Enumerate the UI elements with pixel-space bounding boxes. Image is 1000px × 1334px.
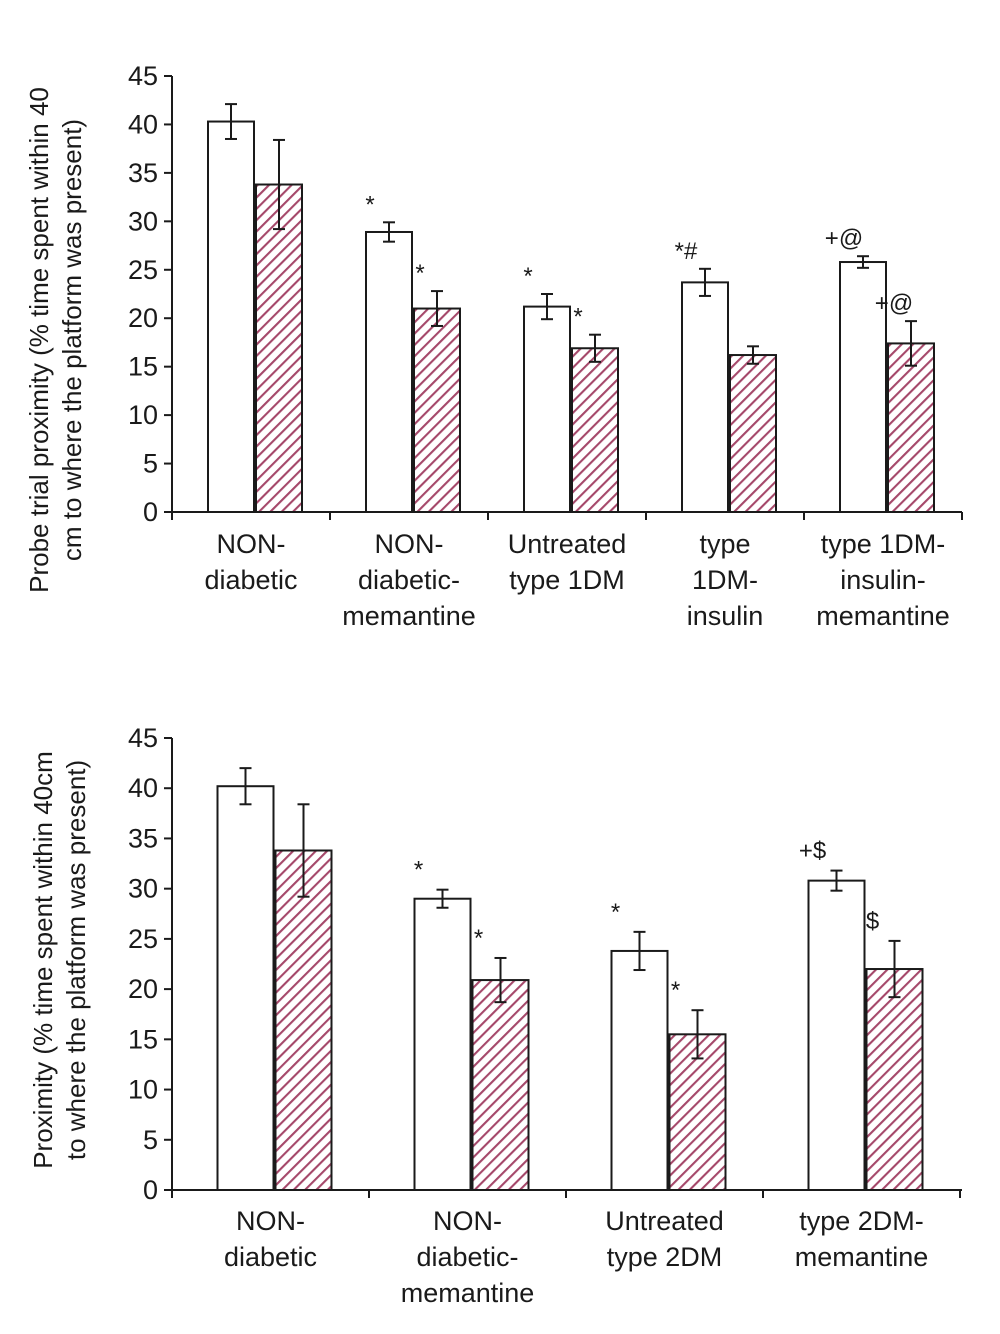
- y-tick-label: 30: [128, 874, 158, 904]
- x-category-label-line: type: [699, 529, 750, 559]
- x-category-label-line: 1DM-: [692, 565, 758, 595]
- x-category-label-line: insulin-: [840, 565, 926, 595]
- y-axis-title: Proximity (% time spent within 40cm to wh…: [28, 751, 91, 1169]
- x-category-label-line: memantine: [401, 1278, 535, 1308]
- y-axis-title-line: Proximity (% time spent within 40cm: [28, 751, 58, 1169]
- significance-marker: *: [611, 899, 620, 926]
- x-category-label-line: diabetic-: [358, 565, 460, 595]
- bar-open: [807, 879, 866, 1191]
- chart-top-panel: 0 5 10 15 20 25 30 35 40 45 Probe trial proximity …: [24, 61, 963, 631]
- y-tick-label: 5: [143, 449, 158, 479]
- significance-marker: $: [866, 908, 879, 935]
- bar-open: [681, 281, 729, 513]
- x-category-label: NON-diabetic: [204, 529, 297, 595]
- x-category-label-line: type 2DM: [607, 1242, 723, 1272]
- bar-open: [216, 785, 275, 1191]
- x-category-label: Untreated type 1DM: [508, 529, 627, 595]
- x-category-label-line: insulin: [687, 601, 764, 631]
- y-tick-label: 30: [128, 206, 158, 236]
- significance-marker: *: [573, 304, 582, 331]
- x-category-label-line: Untreated: [605, 1206, 724, 1236]
- bar-hatched: [255, 183, 303, 513]
- x-category-label: NON-diabetic-memantine: [342, 529, 476, 631]
- significance-marker: *: [415, 260, 424, 287]
- x-category-label-line: NON-: [375, 529, 444, 559]
- x-category-label-line: type 1DM: [509, 565, 625, 595]
- x-category-label-line: Untreated: [508, 529, 627, 559]
- bar-open: [365, 230, 413, 513]
- x-category-label-line: NON-: [217, 529, 286, 559]
- x-category-label-line: memantine: [795, 1242, 929, 1272]
- y-axis-title-line: to where the platform was present): [61, 760, 91, 1160]
- y-tick-label: 5: [143, 1125, 158, 1155]
- bar-hatched: [471, 979, 530, 1191]
- y-tick-label: 15: [128, 352, 158, 382]
- bar-hatched: [668, 1033, 727, 1192]
- significance-marker: *: [414, 857, 423, 884]
- x-category-label-line: memantine: [342, 601, 476, 631]
- x-category-label-line: diabetic: [224, 1242, 317, 1272]
- x-category-label: type 1DM-insulin-memantine: [816, 529, 950, 631]
- y-tick-label: 10: [128, 400, 158, 430]
- y-tick-label: 35: [128, 823, 158, 853]
- x-category-label-line: memantine: [816, 601, 950, 631]
- bar-hatched: [729, 354, 777, 514]
- x-category-label: Untreated type 2DM: [605, 1206, 724, 1272]
- y-tick-label: 15: [128, 1024, 158, 1054]
- y-tick-label: 40: [128, 109, 158, 139]
- bar-hatched: [887, 342, 935, 513]
- significance-marker: *: [365, 191, 374, 218]
- significance-marker: +@: [825, 225, 863, 252]
- x-category-label-line: diabetic-: [416, 1242, 518, 1272]
- chart-bottom-panel: 0 5 10 15 20 25 30 35 40 45 Proximity (% time spen…: [28, 723, 962, 1308]
- bar-hatched: [274, 849, 333, 1192]
- x-category-label-line: NON-: [433, 1206, 502, 1236]
- bar-open: [523, 305, 571, 513]
- x-category-label: NON-diabetic-memantine: [401, 1206, 535, 1308]
- bar-hatched: [865, 968, 924, 1191]
- y-axis-title: Probe trial proximity (% time spent with…: [24, 87, 87, 593]
- y-tick-label: 25: [128, 924, 158, 954]
- y-tick-label: 25: [128, 255, 158, 285]
- significance-marker: *: [671, 977, 680, 1004]
- y-tick-label: 0: [143, 1175, 158, 1205]
- bar-hatched: [571, 347, 619, 513]
- y-tick-label: 20: [128, 303, 158, 333]
- y-tick-label: 35: [128, 158, 158, 188]
- bar-open: [207, 120, 255, 513]
- significance-marker: *#: [675, 238, 698, 265]
- x-category-label: type 2DM-memantine: [795, 1206, 929, 1272]
- y-tick-label: 45: [128, 61, 158, 91]
- bar-open: [610, 949, 669, 1191]
- x-category-label-line: type 1DM-: [821, 529, 946, 559]
- significance-marker: *: [523, 263, 532, 290]
- y-tick-label: 10: [128, 1075, 158, 1105]
- y-tick-label: 0: [143, 497, 158, 527]
- y-axis-title-line: cm to where the platform was present): [57, 119, 87, 561]
- y-tick-label: 40: [128, 773, 158, 803]
- y-axis-title-line: Probe trial proximity (% time spent with…: [24, 87, 54, 593]
- x-category-label-line: type 2DM-: [799, 1206, 924, 1236]
- significance-marker: +$: [799, 838, 826, 865]
- x-category-label: NON-diabetic: [224, 1206, 317, 1272]
- bar-open: [413, 897, 472, 1191]
- significance-marker: +@: [875, 290, 913, 317]
- significance-marker: *: [474, 925, 483, 952]
- x-category-label-line: NON-: [236, 1206, 305, 1236]
- x-category-label-line: diabetic: [204, 565, 297, 595]
- bar-hatched: [413, 307, 461, 513]
- x-category-label: type 1DM-insulin: [687, 529, 764, 631]
- y-tick-label: 45: [128, 723, 158, 753]
- y-tick-label: 20: [128, 974, 158, 1004]
